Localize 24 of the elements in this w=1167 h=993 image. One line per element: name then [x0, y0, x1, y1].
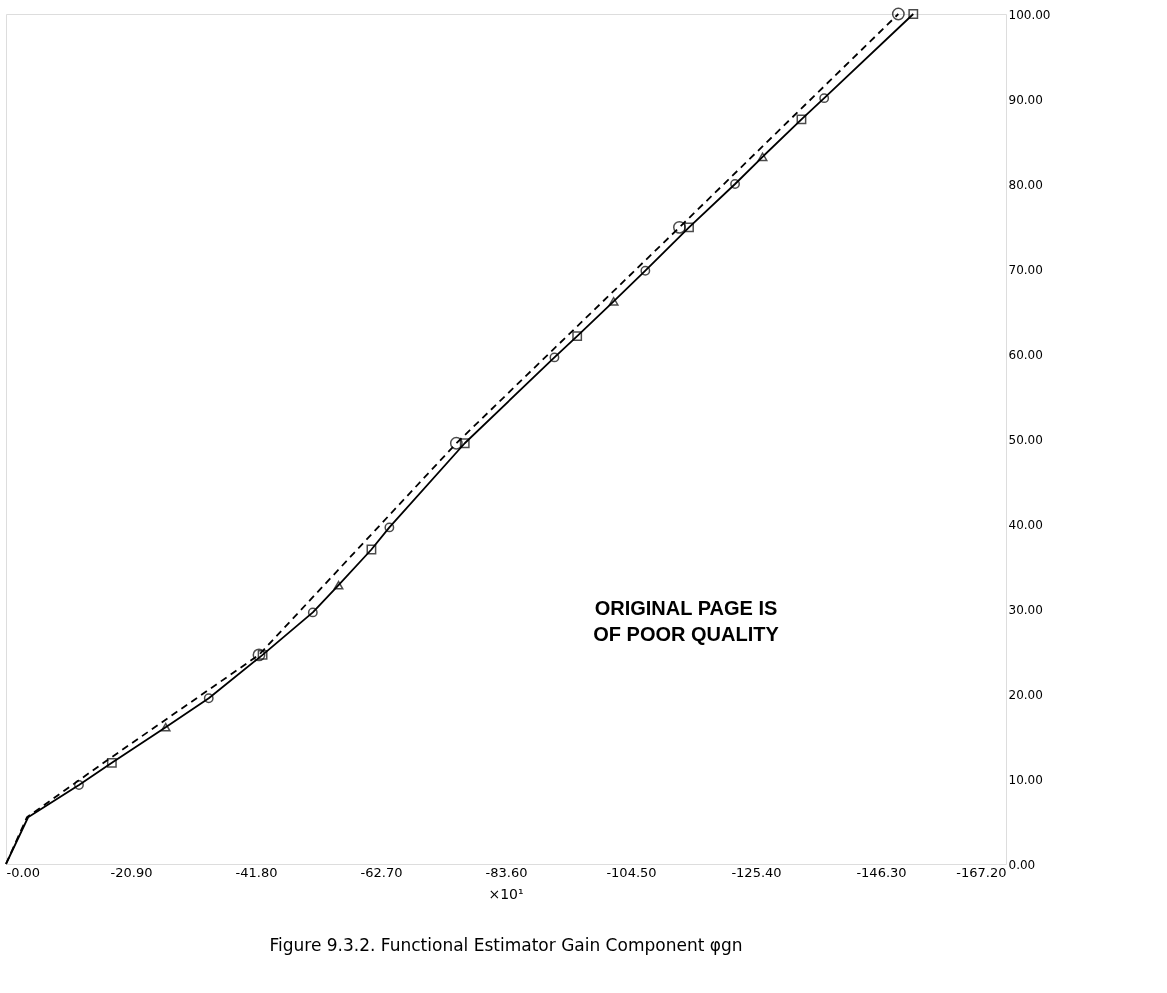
- annotation: ORIGINAL PAGE IS: [594, 597, 778, 619]
- x-tick-label: -83.60: [485, 864, 528, 880]
- y-tick-label: 90.00: [1008, 92, 1043, 107]
- y-tick-label: 30.00: [1008, 602, 1043, 617]
- annotation: OF POOR QUALITY: [593, 623, 780, 645]
- x-tick-label: -62.70: [360, 864, 403, 880]
- y-tick-label: 20.00: [1008, 687, 1043, 702]
- y-tick-label: 40.00: [1008, 517, 1043, 532]
- x-tick-label: -41.80: [235, 864, 278, 880]
- x-tick-label: -104.50: [606, 864, 657, 880]
- y-tick-label: 80.00: [1008, 177, 1043, 192]
- x-axis-title: ×10¹: [488, 886, 524, 902]
- x-tick-label: -20.90: [110, 864, 153, 880]
- x-tick-label: -125.40: [731, 864, 782, 880]
- y-tick-label: 60.00: [1008, 347, 1043, 362]
- y-tick-label: 0.00: [1008, 857, 1036, 872]
- x-tick-label: -0.00: [6, 864, 41, 880]
- text: Figure 9.3.2. Functional Estimator Gain Component φgn: [269, 935, 743, 955]
- y-tick-label: 50.00: [1008, 432, 1043, 447]
- x-tick-label: -167.20: [956, 864, 1007, 880]
- y-tick-label: 10.00: [1008, 772, 1043, 787]
- x-tick-label: -146.30: [856, 864, 907, 880]
- y-tick-label: 100.00: [1008, 7, 1051, 22]
- y-tick-label: 70.00: [1008, 262, 1043, 277]
